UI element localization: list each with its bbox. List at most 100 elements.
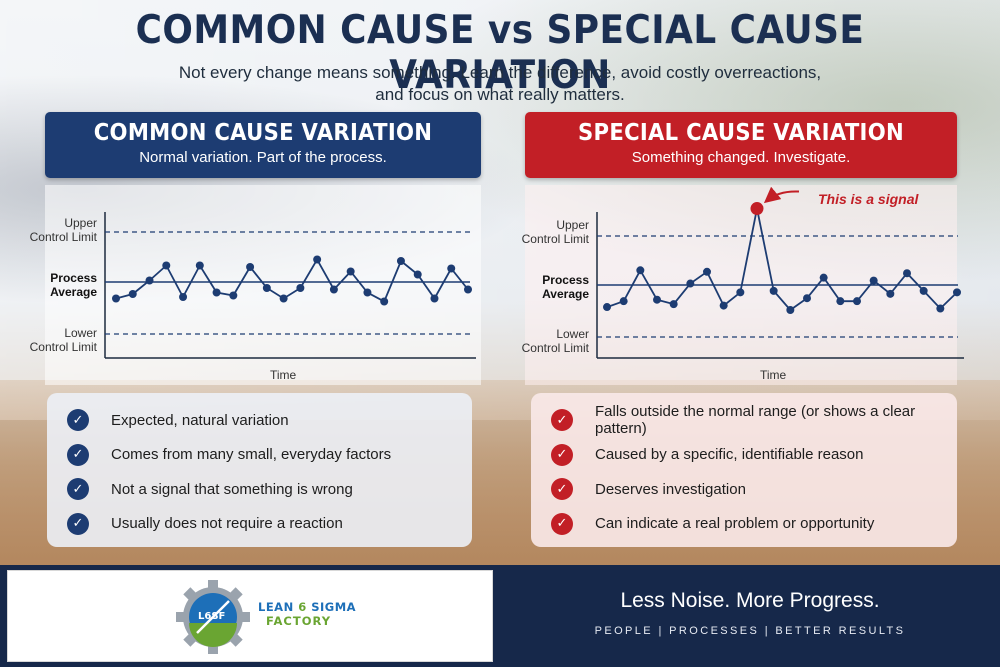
special-cause-header: SPECIAL CAUSE VARIATION Something change… bbox=[525, 112, 957, 178]
list-item: ✓ Deserves investigation bbox=[551, 472, 957, 507]
logo-badge-text: L6SF bbox=[198, 611, 225, 622]
common-ucl-label-line1: Upper bbox=[64, 216, 97, 230]
common-lcl-label-line1: Lower bbox=[64, 326, 97, 340]
data-point bbox=[686, 279, 695, 288]
data-point bbox=[346, 267, 355, 276]
data-point bbox=[162, 261, 171, 270]
list-item: ✓ Comes from many small, everyday factor… bbox=[67, 438, 472, 473]
data-point bbox=[112, 294, 120, 303]
data-point bbox=[380, 297, 389, 306]
signal-annotation-label: This is a signal bbox=[818, 191, 919, 207]
data-point bbox=[719, 301, 728, 310]
data-point bbox=[819, 273, 828, 282]
check-icon: ✓ bbox=[67, 409, 89, 432]
data-point bbox=[636, 266, 645, 275]
footer-subline: PEOPLE | PROCESSES | BETTER RESULTS bbox=[594, 625, 906, 637]
list-item-text: Usually does not require a reaction bbox=[111, 515, 343, 533]
data-point bbox=[296, 284, 305, 292]
common-control-chart bbox=[104, 212, 476, 359]
data-point bbox=[936, 304, 945, 313]
common-cause-subtitle: Normal variation. Part of the process. bbox=[139, 149, 387, 166]
list-item: ✓ Not a signal that something is wrong bbox=[67, 472, 472, 507]
common-avg-label-line1: Process bbox=[50, 271, 97, 285]
list-item-text: Expected, natural variation bbox=[111, 411, 289, 429]
special-ucl-label-line1: Upper bbox=[556, 218, 589, 232]
check-icon: ✓ bbox=[551, 443, 573, 466]
list-item: ✓ Caused by a specific, identifiable rea… bbox=[551, 438, 957, 473]
data-point bbox=[447, 264, 456, 273]
check-icon: ✓ bbox=[67, 512, 89, 535]
common-chart-panel bbox=[45, 185, 481, 385]
list-item: ✓ Falls outside the normal range (or sho… bbox=[551, 403, 957, 438]
special-avg-label-line1: Process bbox=[542, 273, 589, 287]
data-point bbox=[464, 285, 472, 294]
logo-word-six: 6 bbox=[298, 600, 307, 614]
common-cause-list: ✓ Expected, natural variation ✓ Comes fr… bbox=[47, 393, 472, 547]
common-ucl-label-line2: Control Limit bbox=[29, 230, 97, 244]
data-point bbox=[229, 291, 238, 300]
special-control-chart bbox=[596, 186, 964, 359]
list-item: ✓ Expected, natural variation bbox=[67, 403, 472, 438]
data-point bbox=[313, 255, 322, 264]
special-cause-list: ✓ Falls outside the normal range (or sho… bbox=[531, 393, 957, 547]
data-point bbox=[919, 286, 928, 295]
common-avg-label-line2: Average bbox=[50, 285, 97, 299]
data-point bbox=[363, 288, 372, 297]
special-lcl-label: Lower Control Limit bbox=[522, 327, 589, 355]
data-point bbox=[430, 294, 439, 303]
common-cause-header: COMMON CAUSE VARIATION Normal variation.… bbox=[45, 112, 481, 178]
special-ucl-label: Upper Control Limit bbox=[522, 218, 589, 246]
data-point bbox=[413, 270, 422, 279]
logo-wordmark-line2: FACTORY bbox=[266, 614, 332, 628]
data-point bbox=[703, 267, 711, 276]
data-point bbox=[396, 257, 405, 265]
list-item-text: Deserves investigation bbox=[595, 480, 746, 498]
data-point bbox=[279, 294, 288, 303]
data-point bbox=[179, 293, 188, 301]
check-icon: ✓ bbox=[551, 512, 573, 535]
special-cause-title: SPECIAL CAUSE VARIATION bbox=[578, 120, 904, 146]
list-item-text: Falls outside the normal range (or shows… bbox=[595, 403, 916, 438]
common-avg-label: Process Average bbox=[45, 271, 97, 299]
check-icon: ✓ bbox=[67, 443, 89, 466]
data-point bbox=[619, 297, 628, 306]
common-lcl-label-line2: Control Limit bbox=[29, 340, 97, 354]
list-item: ✓ Can indicate a real problem or opportu… bbox=[551, 507, 957, 542]
signal-point bbox=[750, 202, 764, 216]
data-point bbox=[803, 294, 811, 303]
check-icon: ✓ bbox=[551, 409, 573, 432]
common-time-label: Time bbox=[270, 368, 297, 382]
list-item: ✓ Usually does not require a reaction bbox=[67, 507, 472, 542]
data-point bbox=[853, 297, 861, 306]
special-time-label: Time bbox=[760, 368, 787, 382]
data-series-line bbox=[115, 257, 469, 303]
data-point bbox=[886, 289, 895, 298]
special-cause-subtitle: Something changed. Investigate. bbox=[631, 149, 851, 166]
footer-logo-panel bbox=[7, 570, 493, 662]
page-subtitle: Not every change means something. Learn … bbox=[100, 62, 900, 106]
data-point bbox=[786, 305, 795, 314]
list-item-text: Can indicate a real problem or opportuni… bbox=[595, 515, 875, 533]
data-point bbox=[246, 263, 255, 271]
special-avg-label: Process Average bbox=[537, 273, 589, 301]
data-point bbox=[262, 284, 271, 292]
footer-tagline-panel: Less Noise. More Progress. PEOPLE | PROC… bbox=[500, 565, 1000, 667]
data-point bbox=[769, 286, 778, 295]
data-point bbox=[128, 290, 137, 298]
data-point bbox=[329, 285, 338, 294]
data-point bbox=[195, 261, 204, 270]
data-point bbox=[145, 276, 154, 285]
data-point bbox=[903, 269, 911, 278]
special-lcl-label-line2: Control Limit bbox=[521, 341, 589, 355]
logo-word-lean: LEAN bbox=[258, 600, 299, 614]
check-icon: ✓ bbox=[67, 478, 89, 501]
list-item-text: Not a signal that something is wrong bbox=[111, 480, 353, 498]
special-avg-label-line2: Average bbox=[542, 287, 589, 301]
data-point bbox=[603, 303, 611, 312]
data-point bbox=[212, 288, 221, 297]
check-icon: ✓ bbox=[551, 478, 573, 501]
subtitle-line-2: and focus on what really matters. bbox=[375, 85, 625, 104]
footer-tagline: Less Noise. More Progress. bbox=[620, 589, 880, 612]
common-ucl-label: Upper Control Limit bbox=[30, 216, 97, 244]
